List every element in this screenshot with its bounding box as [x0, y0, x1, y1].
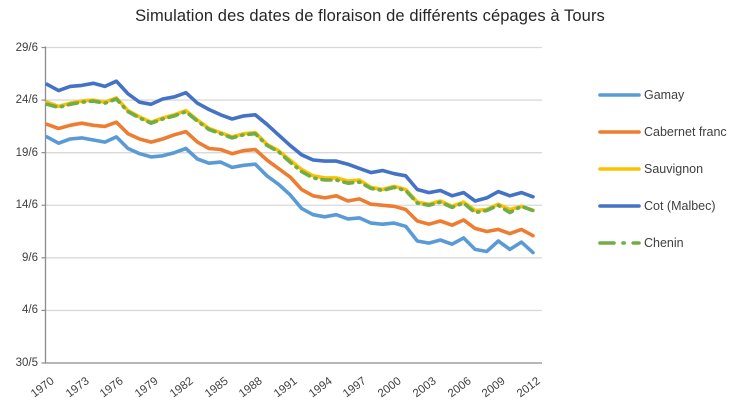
y-axis-label: 29/6 [15, 41, 38, 54]
legend-marker-line [598, 92, 641, 97]
legend-item-gamay: Gamay [598, 76, 727, 113]
legend-label: Cabernet franc [644, 124, 727, 139]
legend-label: Sauvignon [644, 161, 704, 176]
chart-title: Simulation des dates de floraison de dif… [135, 7, 605, 25]
legend-marker-line [598, 166, 641, 171]
legend-label: Gamay [644, 87, 685, 102]
legend-label: Chenin [644, 235, 684, 250]
legend-item-chenin: Chenin [598, 224, 727, 261]
y-axis-label: 14/6 [15, 199, 38, 212]
legend-label: Cot (Malbec) [644, 198, 716, 213]
legend-marker-line [598, 129, 641, 134]
legend-marker-line [598, 203, 641, 208]
legend-item-sauvignon: Sauvignon [598, 150, 727, 187]
series-line-gamay [45, 135, 535, 255]
y-axis-label: 9/6 [22, 251, 38, 264]
y-axis-label: 19/6 [15, 146, 38, 159]
series-line-cabernet-franc [45, 120, 535, 238]
y-axis-label: 30/5 [15, 357, 38, 369]
legend-marker-line [598, 240, 641, 245]
y-axis-label: 4/6 [22, 304, 38, 317]
legend: Gamay Cabernet franc Sauvignon Cot (Malbec)… [598, 76, 727, 261]
y-axis-label: 24/6 [15, 94, 38, 107]
series-line-cot-malbec- [45, 79, 535, 203]
legend-item-cabernet-franc: Cabernet franc [598, 113, 727, 150]
legend-item-cot-malbec-: Cot (Malbec) [598, 187, 727, 224]
series-line-chenin [45, 97, 535, 215]
